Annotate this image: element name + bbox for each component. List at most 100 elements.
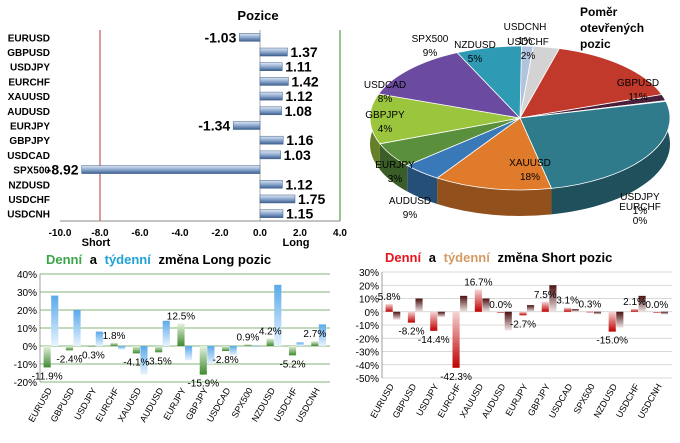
positions-xtick: -8.0 [91, 228, 109, 239]
positions-xtick: -4.0 [171, 228, 189, 239]
daily-value-audusd: 0.0% [489, 300, 512, 311]
daily-value-usdcad: -2.8% [213, 355, 239, 366]
pie-side-xauusd [551, 101, 670, 215]
positions-xtick: 0.0 [253, 228, 267, 239]
daily-value-xauusd: -4.1% [123, 357, 149, 368]
positions-bar-usdchf [259, 194, 296, 204]
short-title-weekly: týdenní [444, 250, 491, 265]
daily-value-usdcnh: 2.7% [303, 329, 326, 340]
short-label: Short [82, 237, 111, 249]
weekly-bar-usdcnh [318, 324, 326, 346]
weekly-bar-usdcad [229, 346, 237, 355]
daily-bar-usdchf [288, 346, 297, 356]
positions-value-usdcnh: 1.15 [286, 206, 313, 222]
short-title-rest: změna Short pozic [497, 250, 612, 265]
daily-bar-usdchf [630, 308, 639, 312]
daily-bar-spx500 [586, 311, 594, 313]
daily-bar-usdcad [222, 346, 230, 352]
positions-bar-eurusd [239, 33, 261, 42]
pie-label-xauusd: XAUUSD [509, 158, 551, 169]
weekly-bar-xauusd [140, 346, 148, 375]
positions-value-xauusd: 1.12 [285, 88, 312, 104]
positions-bar-xauusd [259, 91, 283, 101]
daily-value-eurjpy: -2.7% [510, 319, 536, 330]
weekly-bar-nzdusd [274, 284, 282, 346]
weekly-bar-spx500 [593, 311, 602, 315]
daily-bar-usdcnh [311, 341, 319, 346]
pie-value-usdcnh: 1% [518, 36, 533, 47]
positions-category-usdjpy: USDJPY [10, 63, 50, 74]
y-tick: 20% [359, 281, 379, 292]
positions-value-usdjpy: 1.11 [285, 59, 312, 75]
daily-value-eurusd: 5.8% [378, 292, 401, 303]
pie-slice-nzdusd [456, 45, 522, 119]
daily-value-spx500: 0.3% [579, 299, 602, 310]
weekly-bar-usdcnh [660, 311, 668, 315]
positions-chart: Pozice EURUSD GBPUSD USDJPY EURCHF XAUUSD AUD… [7, 8, 347, 249]
daily-value-spx500: 0.9% [237, 332, 260, 343]
daily-bar-eurusd [43, 346, 51, 368]
daily-value-eurchf: 1.8% [103, 331, 126, 342]
positions-xtick: 4.0 [333, 228, 347, 239]
y-tick: -30% [356, 348, 379, 359]
pie-label-gbpusd: GBPUSD [617, 78, 659, 89]
daily-bar-eurchf [110, 342, 118, 346]
positions-bar-spx500 [81, 165, 261, 174]
positions-category-nzdusd: NZDUSD [8, 180, 50, 191]
pie-label-usdjpy: USDJPY [620, 192, 660, 203]
daily-bar-gbpjpy [541, 301, 549, 312]
weekly-bar-eurjpy [527, 305, 535, 312]
daily-value-gbpjpy: 7.5% [534, 290, 557, 301]
positions-value-audusd: 1.08 [285, 103, 312, 119]
pie-label-usdcad: USDCAD [364, 80, 406, 91]
daily-bar-eurusd [385, 304, 393, 312]
pie-value-gbpjpy: 4% [378, 124, 393, 135]
y-tick: -40% [356, 361, 379, 372]
short-chart-title: Denní a týdenní změna Short pozic [385, 250, 612, 265]
weekly-bar-eurusd [51, 295, 59, 346]
positions-bar-audusd [259, 106, 282, 116]
weekly-bar-xauusd [482, 298, 490, 312]
positions-xtick: -2.0 [211, 228, 229, 239]
pie-label-usdchf: USDCHF [507, 37, 549, 48]
daily-bar-nzdusd [266, 338, 274, 346]
daily-bar-eurjpy [177, 323, 185, 346]
pie-title-line-2: otevřených [580, 21, 644, 35]
positions-category-xauusd: XAUUSD [8, 92, 50, 103]
weekly-bar-usdjpy [95, 331, 103, 346]
y-tick: 40% [17, 270, 37, 281]
daily-value-nzdusd: -15.0% [596, 336, 628, 347]
daily-value-usdjpy: -0.3% [79, 351, 105, 362]
long-title-weekly: týdenní [105, 252, 152, 267]
long-label: Long [283, 237, 310, 249]
positions-category-usdcad: USDCAD [7, 151, 50, 162]
positions-value-gbpusd: 1.37 [290, 44, 317, 60]
daily-value-eurjpy: 12.5% [167, 312, 195, 323]
weekly-bar-gbpjpy [207, 346, 215, 364]
positions-bar-eurjpy [232, 121, 261, 130]
pie-label-usdcnh: USDCNH [504, 22, 547, 33]
pie-slice-spx500 [377, 52, 522, 119]
y-tick: 20% [17, 306, 37, 317]
y-tick: -10% [356, 321, 379, 332]
positions-category-eurusd: EURUSD [8, 33, 50, 44]
positions-category-gbpusd: GBPUSD [7, 48, 50, 59]
positions-xtick: 2.0 [293, 228, 307, 239]
y-tick: -10% [14, 360, 37, 371]
short-title-daily: Denní [385, 250, 422, 265]
daily-value-gbpusd: -8.2% [398, 327, 424, 338]
pie-value-usdcad: 8% [378, 94, 393, 105]
y-tick: 0% [365, 308, 380, 319]
positions-value-gbpjpy: 1.16 [286, 132, 313, 148]
y-tick: -20% [356, 334, 379, 345]
weekly-bar-gbpjpy [549, 285, 557, 312]
daily-value-usdjpy: -14.4% [418, 335, 450, 346]
positions-value-usdchf: 1.75 [298, 191, 325, 207]
pie-slice-xauusd [519, 100, 671, 189]
daily-bar-gbpusd [65, 346, 74, 351]
weekly-bar-eurusd [393, 311, 401, 320]
pie-value-usdjpy: 1% [633, 206, 648, 217]
weekly-bar-audusd [162, 320, 170, 346]
y-tick: -50% [356, 374, 379, 385]
